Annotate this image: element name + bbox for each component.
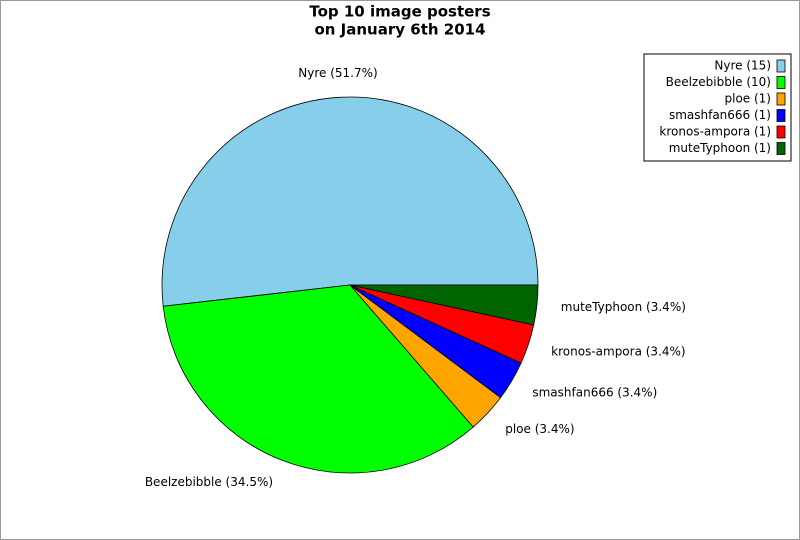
slice-label: smashfan666 (3.4%) <box>532 386 657 400</box>
chart-title: Top 10 image posters <box>309 3 490 21</box>
slice-label: ploe (3.4%) <box>505 422 574 436</box>
legend-box <box>643 53 792 162</box>
legend-label: Nyre (15) <box>714 59 771 73</box>
legend-label: ploe (1) <box>725 92 772 106</box>
legend-swatch <box>776 125 786 139</box>
chart-title: on January 6th 2014 <box>314 21 485 39</box>
pie-slice <box>162 284 474 474</box>
slice-label: kronos-ampora (3.4%) <box>551 344 685 358</box>
legend-label: kronos-ampora (1) <box>659 125 771 139</box>
pie-slice <box>161 96 539 307</box>
legend-swatch <box>776 142 786 155</box>
legend-label: smashfan666 (1) <box>669 108 771 122</box>
slice-label: muteTyphoon (3.4%) <box>561 300 686 314</box>
legend-swatch <box>776 59 786 73</box>
legend-swatch <box>776 76 786 89</box>
legend-label: muteTyphoon (1) <box>669 141 771 155</box>
slice-label: Beelzebibble (34.5%) <box>145 475 273 489</box>
legend-label: Beelzebibble (10) <box>666 75 771 89</box>
legend-swatch <box>776 109 786 122</box>
legend-swatch <box>776 92 786 106</box>
slice-label: Nyre (51.7%) <box>298 66 377 80</box>
pie-slice <box>349 284 539 326</box>
